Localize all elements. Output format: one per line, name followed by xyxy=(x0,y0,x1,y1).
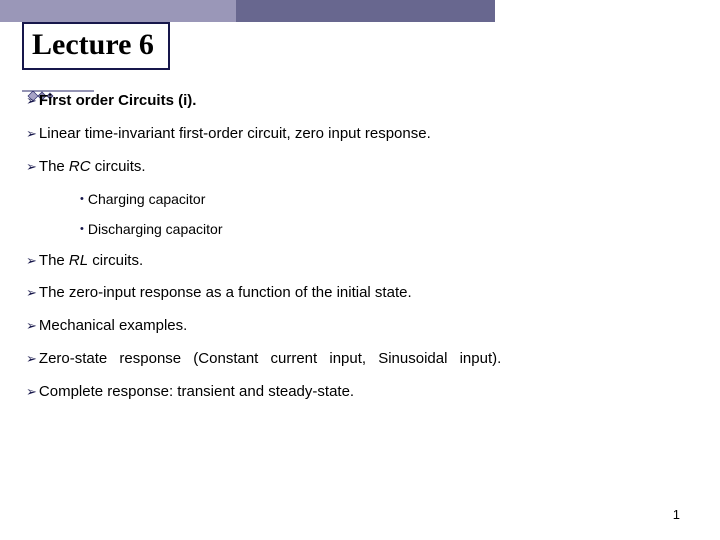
dot-icon: • xyxy=(80,221,84,238)
bullet-item: ➢The RC circuits. xyxy=(26,158,566,177)
bullet-item: ➢Linear time-invariant first-order circu… xyxy=(26,125,566,144)
chevron-right-icon: ➢ xyxy=(26,317,37,336)
top-bar-light xyxy=(0,0,236,22)
dot-icon: • xyxy=(80,191,84,208)
bullet-item: ➢Zero-state response (Constant current i… xyxy=(26,350,566,369)
bullet-text: The RC circuits. xyxy=(39,158,566,177)
bullet-item: ➢Mechanical examples. xyxy=(26,317,566,336)
sub-bullet-item: •Charging capacitor xyxy=(80,191,566,208)
chevron-right-icon: ➢ xyxy=(26,252,37,271)
chevron-right-icon: ➢ xyxy=(26,92,37,111)
chevron-right-icon: ➢ xyxy=(26,383,37,402)
bullet-text: Zero-state response (Constant current in… xyxy=(39,350,566,369)
chevron-right-icon: ➢ xyxy=(26,125,37,144)
bullet-text: Linear time-invariant first-order circui… xyxy=(39,125,566,144)
bullet-text: First order Circuits (i). xyxy=(39,92,566,111)
bullet-text: The RL circuits. xyxy=(39,252,566,271)
chevron-right-icon: ➢ xyxy=(26,350,37,369)
page-number: 1 xyxy=(673,507,680,522)
bullet-item: ➢Complete response: transient and steady… xyxy=(26,383,566,402)
bullet-text: Complete response: transient and steady-… xyxy=(39,383,566,402)
content-area: ➢First order Circuits (i).➢Linear time-i… xyxy=(26,92,566,416)
bullet-item: ➢The RL circuits. xyxy=(26,252,566,271)
title-box: Lecture 6 xyxy=(22,22,170,70)
bullet-text: Mechanical examples. xyxy=(39,317,566,336)
slide-title: Lecture 6 xyxy=(32,28,154,61)
bullet-item: ➢First order Circuits (i). xyxy=(26,92,566,111)
sub-bullet-text: Discharging capacitor xyxy=(88,221,223,237)
chevron-right-icon: ➢ xyxy=(26,284,37,303)
sub-bullet-text: Charging capacitor xyxy=(88,191,206,207)
chevron-right-icon: ➢ xyxy=(26,158,37,177)
bullet-item: ➢The zero-input response as a function o… xyxy=(26,284,566,303)
bullet-text: The zero-input response as a function of… xyxy=(39,284,566,303)
sub-bullet-item: •Discharging capacitor xyxy=(80,221,566,238)
